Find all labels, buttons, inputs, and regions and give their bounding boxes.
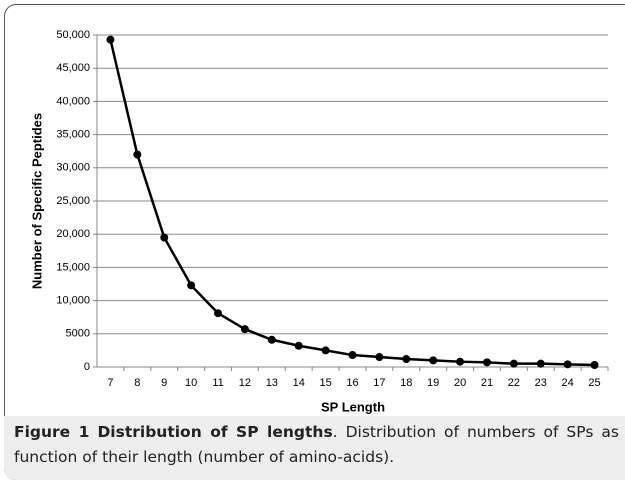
marker xyxy=(348,351,357,360)
caption: Figure 1 Distribution of SP lengths. Dis… xyxy=(14,420,619,470)
y-tick-label: 25,000 xyxy=(56,195,90,207)
x-tick-label: 18 xyxy=(400,377,412,389)
caption-label: Figure 1 xyxy=(14,423,90,441)
marker xyxy=(536,359,545,368)
marker xyxy=(429,356,438,365)
marker xyxy=(456,357,465,366)
x-tick-label: 25 xyxy=(588,377,600,389)
marker xyxy=(590,361,599,370)
y-tick-label: 30,000 xyxy=(56,162,90,174)
marker xyxy=(214,309,223,318)
caption-title: Distribution of SP lengths xyxy=(97,423,333,441)
x-tick-label: 12 xyxy=(239,377,251,389)
x-tick-label: 21 xyxy=(481,377,493,389)
x-tick-label: 16 xyxy=(346,377,358,389)
y-tick-label: 50,000 xyxy=(56,29,90,41)
y-axis-label: Number of Specific Peptides xyxy=(29,113,44,289)
marker xyxy=(563,360,572,369)
marker xyxy=(294,341,303,350)
x-tick-label: 9 xyxy=(161,377,167,389)
y-tick-label: 45,000 xyxy=(56,62,90,74)
y-tick-label: 10,000 xyxy=(56,295,90,307)
marker xyxy=(509,359,518,368)
marker xyxy=(267,335,276,344)
x-tick-label: 8 xyxy=(134,377,140,389)
marker xyxy=(375,353,384,362)
marker xyxy=(160,233,169,242)
marker xyxy=(402,355,411,364)
marker xyxy=(482,358,491,367)
y-tick-label: 5000 xyxy=(66,328,90,340)
x-tick-label: 14 xyxy=(293,377,305,389)
x-tick-label: 7 xyxy=(107,377,113,389)
line xyxy=(109,39,595,367)
marker xyxy=(106,35,115,44)
marker xyxy=(240,325,249,334)
x-tick-label: 22 xyxy=(508,377,520,389)
marker xyxy=(133,150,142,159)
x-tick-label: 23 xyxy=(535,377,547,389)
x-tick-label: 17 xyxy=(373,377,385,389)
marker xyxy=(321,346,330,355)
x-tick-label: 19 xyxy=(427,377,439,389)
x-axis-label: SP Length xyxy=(321,399,385,414)
x-tick-label: 24 xyxy=(562,377,574,389)
x-tick-label: 15 xyxy=(319,377,331,389)
x-tick-label: 11 xyxy=(212,377,223,389)
x-tick-label: 20 xyxy=(454,377,466,389)
y-tick-label: 20,000 xyxy=(56,228,90,240)
x-tick-label: 10 xyxy=(185,377,197,389)
marker xyxy=(187,281,196,290)
y-tick-label: 35,000 xyxy=(56,129,90,141)
chart: Number of Specific Peptides SP Length 0 5… xyxy=(29,29,609,414)
caption-text: . Distribution of numbers of SPs as func… xyxy=(14,423,619,466)
y-tick-label: 40,000 xyxy=(56,95,90,107)
x-tick-label: 13 xyxy=(266,377,278,389)
y-tick-label: 0 xyxy=(84,361,90,373)
y-tick-label: 15,000 xyxy=(56,261,90,273)
caption-box: Figure 1 Distribution of SP lengths. Dis… xyxy=(4,416,625,480)
